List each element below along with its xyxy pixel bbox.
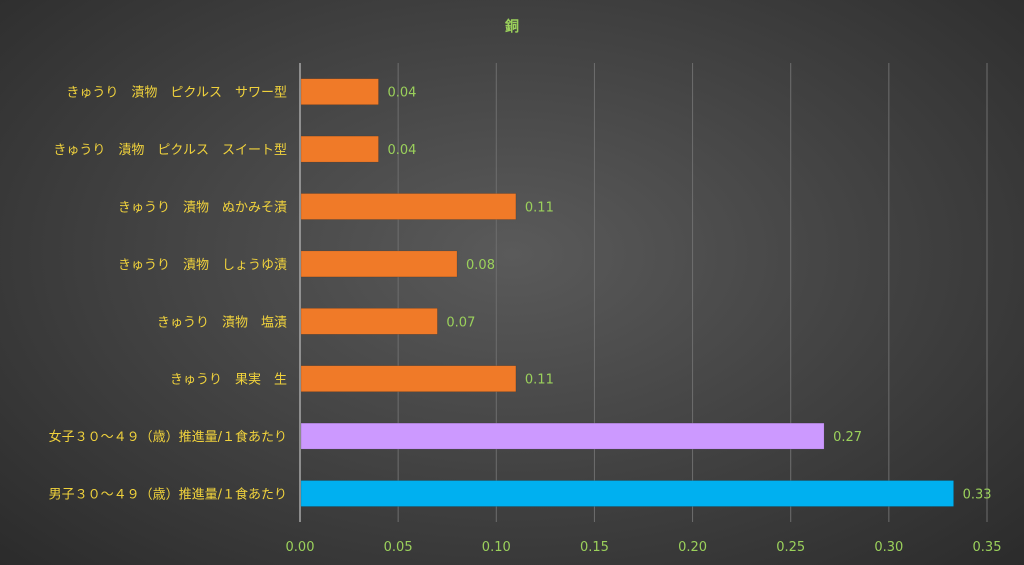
category-label: きゅうり 果実 生	[170, 372, 287, 388]
x-tick-label: 0.15	[580, 540, 609, 555]
bar	[300, 480, 954, 507]
chart-title: 銅	[505, 18, 519, 35]
category-label: 女子３０～４９（歳）推進量/１食あたり	[49, 429, 287, 445]
category-label: 男子３０～４９（歳）推進量/１食あたり	[49, 487, 287, 503]
data-label: 0.27	[833, 430, 862, 445]
data-label: 0.11	[525, 201, 554, 216]
bar	[300, 308, 438, 335]
bar	[300, 422, 825, 450]
data-label: 0.07	[446, 315, 475, 330]
bar	[300, 193, 517, 220]
x-tick-label: 0.30	[874, 540, 903, 555]
bar	[300, 365, 517, 392]
x-tick-label: 0.35	[973, 540, 1002, 555]
category-label: きゅうり 漬物 しょうゆ漬	[118, 258, 287, 273]
x-axis-ticks: 0.00 0.05 0.10 0.15 0.20 0.25 0.30 0.35	[286, 540, 1002, 555]
category-label: きゅうり 漬物 ぬかみそ漬	[118, 201, 287, 216]
x-tick-label: 0.20	[678, 540, 707, 555]
data-label: 0.11	[525, 373, 554, 388]
data-label: 0.08	[466, 258, 495, 273]
bar	[300, 78, 379, 105]
data-label: 0.04	[388, 143, 417, 158]
category-label: きゅうり 漬物 塩漬	[157, 315, 287, 330]
grid-lines	[397, 63, 988, 522]
data-label: 0.04	[388, 86, 417, 101]
data-label: 0.33	[963, 488, 992, 503]
bars	[300, 78, 954, 507]
x-tick-label: 0.00	[286, 540, 315, 555]
x-tick-label: 0.05	[384, 540, 413, 555]
category-label: きゅうり 漬物 ピクルス サワー型	[66, 86, 287, 101]
x-tick-label: 0.10	[482, 540, 511, 555]
data-labels: 0.04 0.04 0.11 0.08 0.07 0.11 0.27 0.33	[388, 86, 992, 503]
category-label: きゅうり 漬物 ピクルス スイート型	[53, 143, 287, 158]
bar	[300, 250, 458, 278]
x-tick-label: 0.25	[776, 540, 805, 555]
bar	[300, 135, 379, 163]
